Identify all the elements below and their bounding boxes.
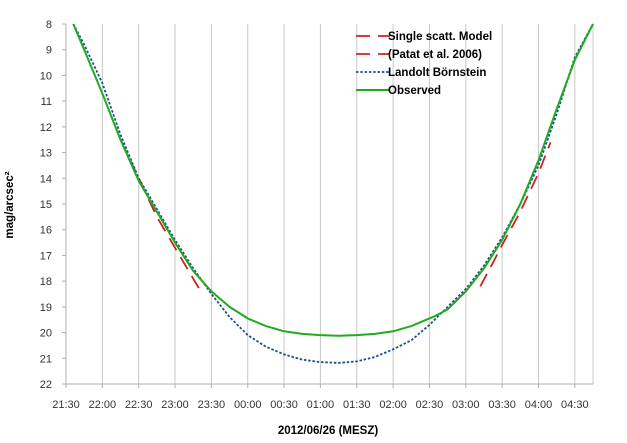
- legend-label-landolt-b-rnstein: Landolt Börnstein: [388, 67, 486, 79]
- y-tick-label: 16: [40, 225, 52, 237]
- x-tick-label: 03:00: [452, 399, 480, 411]
- y-tick-label: 11: [41, 96, 52, 108]
- x-tick-label: 22:00: [89, 399, 117, 411]
- x-tick-label: 21:30: [52, 399, 80, 411]
- y-tick-label: 10: [40, 70, 52, 82]
- y-tick-label: 22: [40, 379, 52, 391]
- y-tick-label: 9: [46, 45, 52, 57]
- x-tick-label: 22:30: [125, 399, 153, 411]
- y-tick-label: 19: [40, 302, 52, 314]
- y-tick-label: 15: [40, 199, 52, 211]
- legend-label-single-scatt-model: Single scatt. Model: [388, 31, 492, 43]
- y-tick-label: 8: [46, 19, 52, 31]
- x-tick-label: 03:30: [488, 399, 516, 411]
- series-line-single-scatt-model: [479, 141, 552, 287]
- y-tick-label: 17: [40, 250, 52, 262]
- x-tick-label: 01:30: [343, 399, 371, 411]
- series-lines: [72, 23, 594, 364]
- y-tick-label: 21: [40, 353, 52, 365]
- y-tick-label: 18: [40, 276, 52, 288]
- grid-lines: [65, 24, 594, 384]
- x-tick-label: 02:00: [379, 399, 407, 411]
- x-tick-label: 23:30: [198, 399, 226, 411]
- legend: Single scatt. Model (Patat et al. 2006) La…: [356, 31, 492, 97]
- legend-label-patat-et-al-2006: (Patat et al. 2006): [388, 49, 482, 61]
- legend-label-observed: Observed: [388, 85, 441, 97]
- x-tick-label: 02:30: [416, 399, 444, 411]
- series-line-landolt-b-rnstein: [72, 23, 594, 364]
- x-tick-label: 00:00: [234, 399, 262, 411]
- y-tick-label: 12: [40, 122, 52, 134]
- series-line-observed: [72, 23, 594, 337]
- y-tick-label: 13: [40, 148, 52, 160]
- series-line-single-scatt-model: [119, 139, 201, 290]
- x-tick-label: 04:30: [561, 399, 589, 411]
- y-axis-title: mag/arcsec²: [4, 171, 16, 238]
- y-tick-label: 14: [40, 173, 52, 185]
- x-tick-label: 00:30: [270, 399, 298, 411]
- y-tick-label: 20: [40, 328, 52, 340]
- x-axis-title: 2012/06/26 (MESZ): [278, 425, 379, 437]
- x-tick-label: 01:00: [307, 399, 335, 411]
- x-tick-label: 23:00: [161, 399, 189, 411]
- x-tick-label: 04:00: [525, 399, 553, 411]
